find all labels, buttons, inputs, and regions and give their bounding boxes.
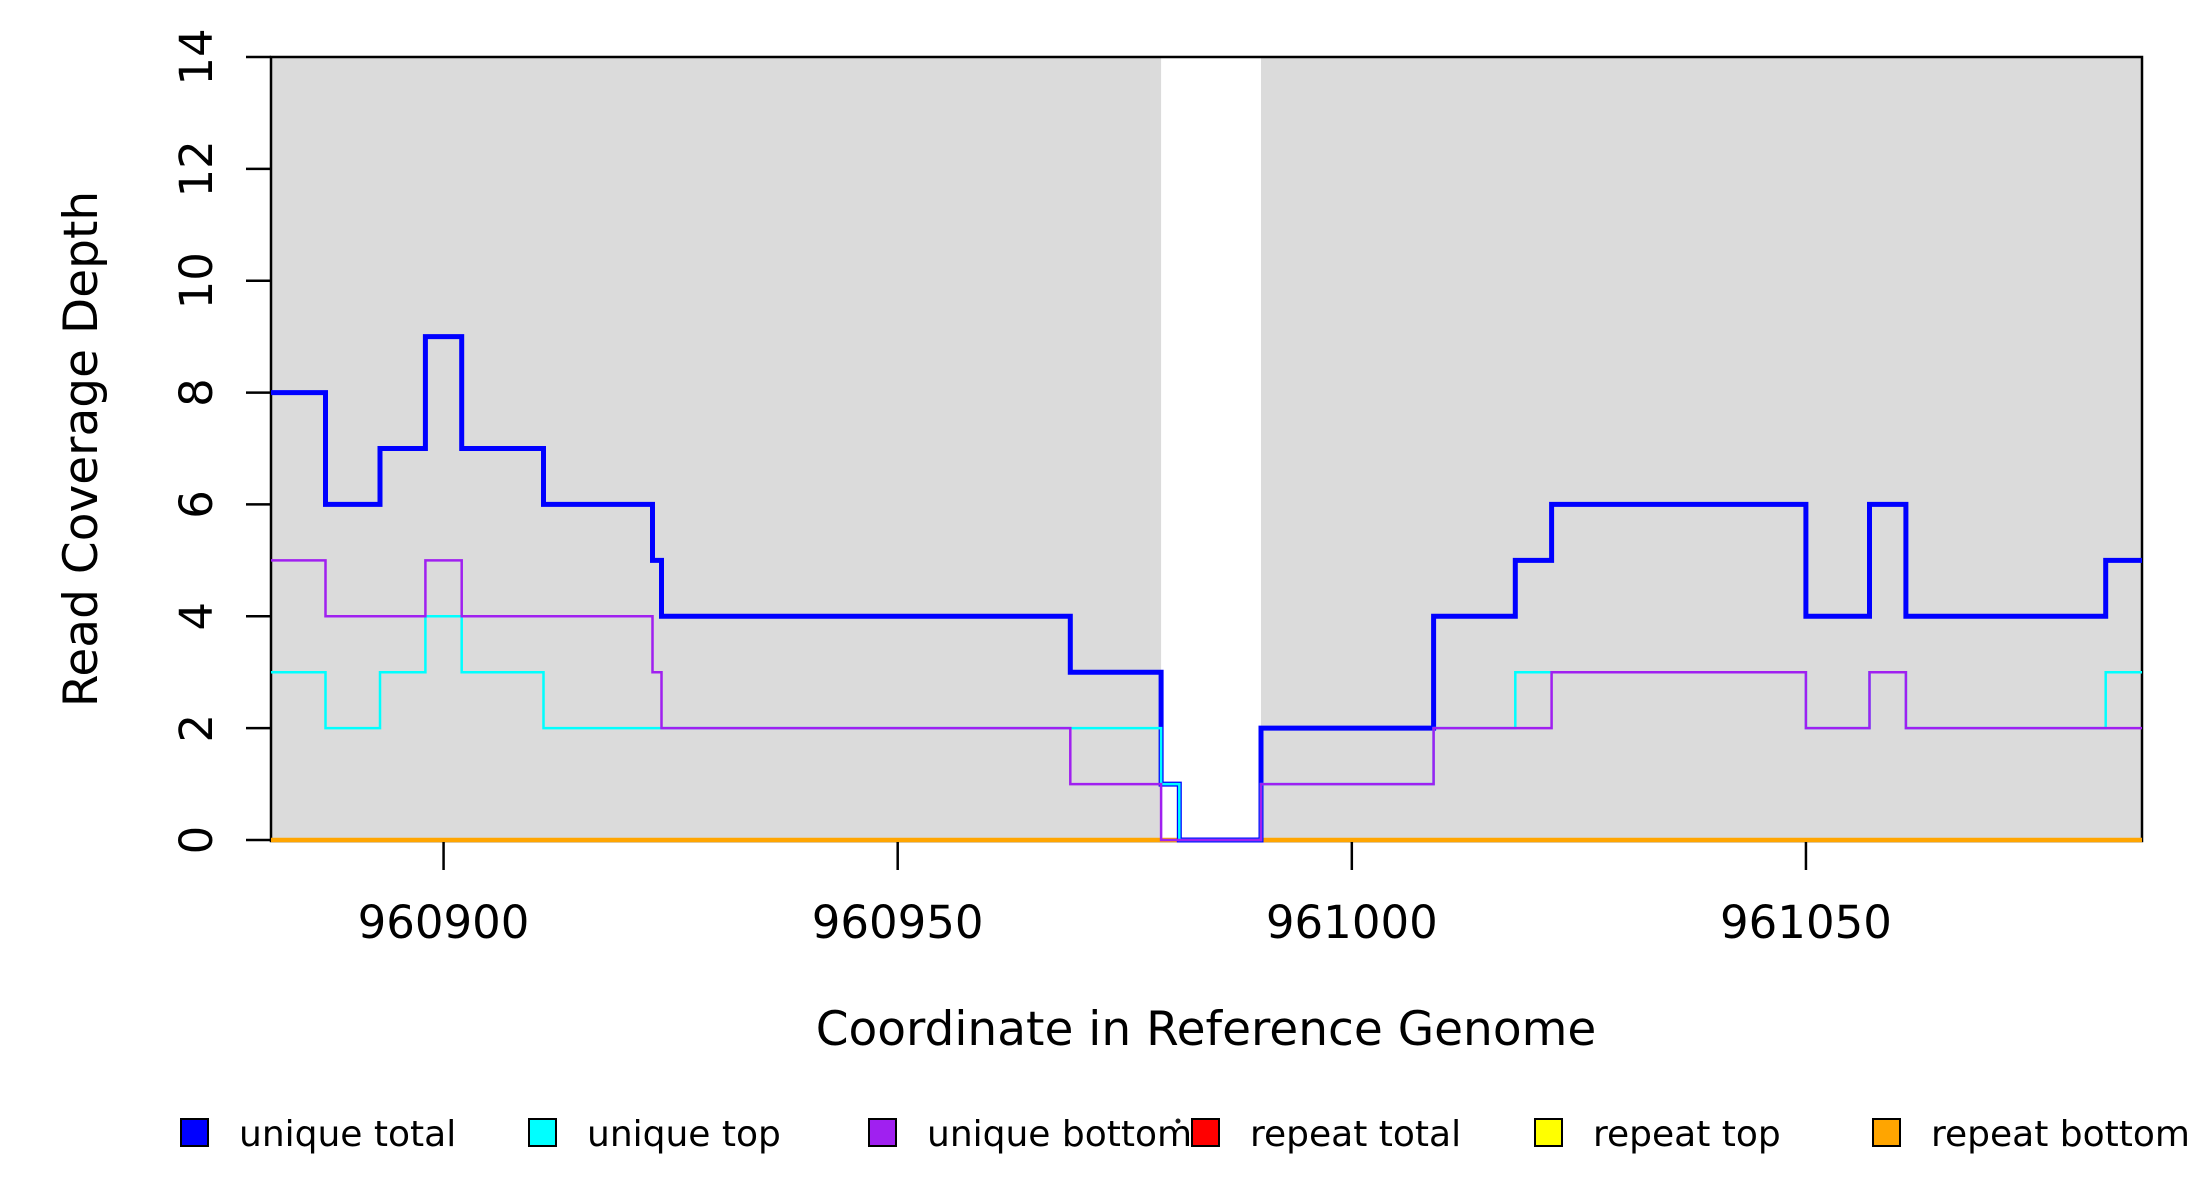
masked-region-band [1260,58,2142,840]
series-unique-bottom [271,559,2142,842]
x-tick-label: 961000 [1266,896,1438,949]
y-tick-label: 0 [170,826,223,855]
y-axis-title: Read Coverage Depth [54,191,109,707]
y-axis: 0 2 4 6 8 10 12 14 [170,28,271,854]
y-tick-label: 8 [170,378,223,407]
legend-swatch-unique-bottom [868,1118,897,1147]
legend: unique total unique top unique bottom repea… [180,1114,2190,1155]
legend-label-unique-top: unique top [587,1114,781,1155]
legend-label-repeat-bottom: repeat bottom [1931,1114,2190,1155]
x-tick-label: 961050 [1720,896,1892,949]
x-axis-title: Coordinate in Reference Genome [816,1002,1597,1057]
legend-swatch-unique-total [180,1118,209,1147]
y-tick-label: 2 [170,714,223,743]
y-tick-label: 6 [170,490,223,519]
legend-label-repeat-top: repeat top [1593,1114,1781,1155]
legend-label-unique-bottom: unique bottom [927,1114,1192,1155]
x-axis: 960900 960950 961000 961050 [358,842,1892,949]
x-tick-label: 960900 [358,896,530,949]
y-tick-label: 4 [170,602,223,631]
legend-label-unique-total: unique total [239,1114,456,1155]
legend-swatch-unique-top [528,1118,557,1147]
stray-dot-artifact [1175,1118,1181,1124]
y-tick-label: 10 [170,252,223,309]
legend-swatch-repeat-top [1534,1118,1563,1147]
masked-region-bands [271,58,2142,840]
y-tick-label: 14 [170,28,223,85]
y-tick-label: 12 [170,140,223,197]
legend-swatch-repeat-total [1191,1118,1220,1147]
legend-label-repeat-total: repeat total [1250,1114,1461,1155]
series-lines [271,334,2142,843]
x-tick-label: 960950 [812,896,984,949]
legend-swatch-repeat-bottom [1872,1118,1901,1147]
